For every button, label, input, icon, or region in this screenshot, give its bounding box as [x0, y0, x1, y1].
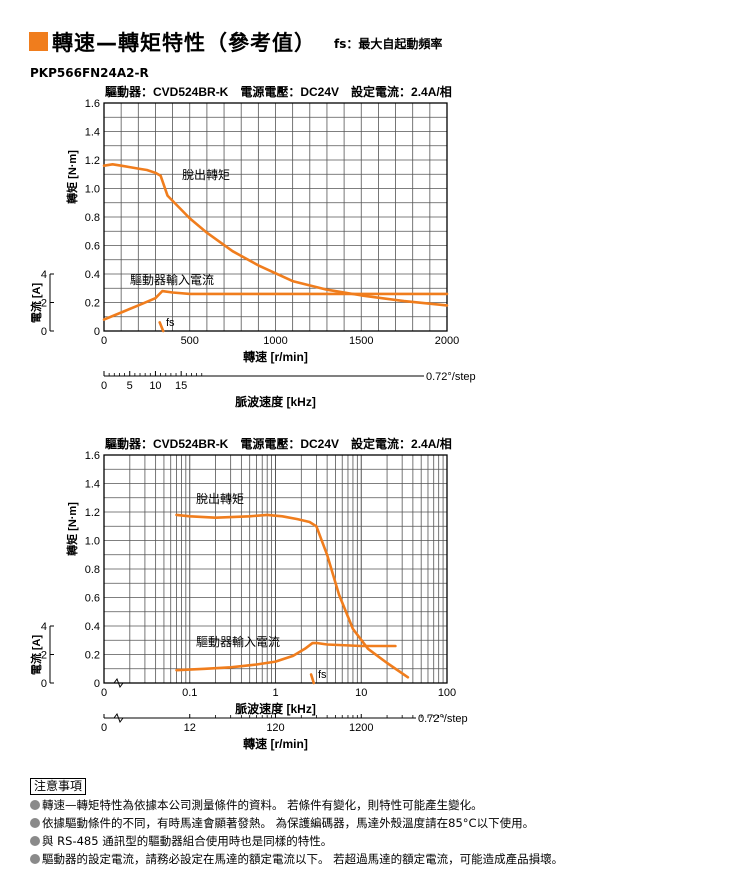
series-line-current	[102, 289, 449, 321]
current-tick-label: 0	[41, 678, 47, 690]
y-tick-label: 0.2	[85, 650, 100, 662]
x-tick-label: 1500	[349, 335, 373, 347]
chart-subtitle: 驅動器：CVD524BR-K 電源電壓：DC24V 設定電流：2.4A/相	[105, 84, 452, 99]
y-tick-label: 0	[94, 326, 100, 338]
series-line-torque	[175, 513, 410, 679]
x-axis-label: 脈波速度 [kHz]	[235, 701, 316, 716]
secondary-x-unit: 0.72°/step	[418, 713, 468, 725]
secondary-x-axis-label: 脈波速度 [kHz]	[235, 394, 316, 409]
note-text: 與 RS-485 通訊型的驅動器組合使用時也是同樣的特性。	[42, 834, 333, 848]
current-axis-label: 電流 [A]	[29, 283, 43, 324]
y-tick-label: 1.4	[85, 479, 100, 491]
x-tick-label: 100	[438, 687, 456, 699]
series-line-fs	[158, 321, 165, 333]
y-tick-label: 1.6	[85, 450, 100, 462]
y-tick-label: 0	[94, 678, 100, 690]
y-tick-label: 1.6	[85, 98, 100, 110]
series-line-fs	[309, 673, 316, 685]
current-tick-label: 2	[41, 298, 47, 310]
x-tick-label: 1	[272, 687, 278, 699]
series-line-current	[175, 641, 397, 672]
note-item: 轉速—轉矩特性為依據本公司測量條件的資料。 若條件有變化，則特性可能產生變化。	[30, 798, 483, 812]
current-tick-label: 0	[41, 326, 47, 338]
y-tick-label: 1.2	[85, 155, 100, 167]
y-tick-label: 1.4	[85, 127, 100, 139]
y-axis-label: 轉矩 [N·m]	[65, 150, 79, 204]
secondary-x-unit: 0.72°/step	[426, 371, 476, 383]
secondary-x-tick-label: 15	[175, 380, 187, 392]
secondary-x-tick-label: 120	[266, 722, 284, 734]
bullet-icon	[30, 800, 40, 810]
annotation-fs: fs	[166, 317, 175, 329]
notes-title: 注意事項	[30, 778, 87, 795]
x-tick-label: 1000	[263, 335, 287, 347]
model-number: PKP566FN24A2-R	[30, 66, 149, 80]
note-text: 驅動器的設定電流，請務必設定在馬達的額定電流以下。 若超過馬達的額定電流，可能造…	[42, 852, 564, 866]
bullet-icon	[30, 836, 40, 846]
y-tick-label: 0.2	[85, 298, 100, 310]
annotation-torque: 脫出轉矩	[196, 491, 244, 506]
plot-frame	[103, 102, 448, 332]
y-tick-label: 0.6	[85, 241, 100, 253]
annotation-current: 驅動器輸入電流	[196, 634, 280, 649]
x-tick-label: 10	[355, 687, 367, 699]
x-tick-label: 500	[181, 335, 199, 347]
annotation-fs: fs	[318, 669, 327, 681]
secondary-x-tick-label: 0	[101, 722, 107, 734]
secondary-x-tick-label: 12	[184, 722, 196, 734]
header-accent-square	[29, 32, 48, 51]
secondary-x-tick-label: 5	[127, 380, 133, 392]
note-text: 依據驅動條件的不同，有時馬達會顯著發熱。 為保護編碼器，馬達外殼溫度請在85°C…	[42, 816, 535, 830]
secondary-x-tick-label: 10	[149, 380, 161, 392]
y-tick-label: 0.6	[85, 593, 100, 605]
note-text: 轉速—轉矩特性為依據本公司測量條件的資料。 若條件有變化，則特性可能產生變化。	[42, 798, 483, 812]
axis-break-mark	[113, 677, 124, 689]
chart-subtitle: 驅動器：CVD524BR-K 電源電壓：DC24V 設定電流：2.4A/相	[105, 436, 452, 451]
y-tick-label: 1.0	[85, 184, 100, 196]
y-axis-label: 轉矩 [N·m]	[65, 502, 79, 556]
current-tick-label: 4	[41, 621, 47, 633]
x-tick-label: 2000	[435, 335, 459, 347]
y-tick-label: 1.2	[85, 507, 100, 519]
annotation-torque: 脫出轉矩	[182, 167, 230, 182]
current-axis-label: 電流 [A]	[29, 635, 43, 676]
y-tick-label: 1.0	[85, 536, 100, 548]
current-tick-label: 2	[41, 650, 47, 662]
secondary-x-axis-label: 轉速 [r/min]	[243, 736, 308, 751]
note-item: 依據驅動條件的不同，有時馬達會顯著發熱。 為保護編碼器，馬達外殼溫度請在85°C…	[30, 816, 534, 830]
axis-break-mark	[113, 712, 124, 724]
x-tick-label: 0	[101, 335, 107, 347]
bullet-icon	[30, 854, 40, 864]
series-line-torque	[102, 163, 449, 307]
x-tick-label: 0	[101, 687, 107, 699]
current-tick-label: 4	[41, 269, 47, 281]
bullet-icon	[30, 818, 40, 828]
y-tick-label: 0.4	[85, 621, 100, 633]
fs-note: fs：最大自起動頻率	[334, 37, 443, 51]
x-tick-label: 0.1	[182, 687, 197, 699]
y-tick-label: 0.8	[85, 564, 100, 576]
secondary-x-tick-label: 0	[101, 380, 107, 392]
annotation-current: 驅動器輸入電流	[130, 272, 214, 287]
page-title: 轉速—轉矩特性（參考值）	[52, 31, 316, 55]
note-item: 驅動器的設定電流，請務必設定在馬達的額定電流以下。 若超過馬達的額定電流，可能造…	[30, 852, 563, 866]
x-axis-label: 轉速 [r/min]	[243, 349, 308, 364]
y-tick-label: 0.4	[85, 269, 100, 281]
note-item: 與 RS-485 通訊型的驅動器組合使用時也是同樣的特性。	[30, 834, 332, 848]
plot-frame	[103, 454, 448, 684]
y-tick-label: 0.8	[85, 212, 100, 224]
secondary-x-tick-label: 1200	[349, 722, 373, 734]
